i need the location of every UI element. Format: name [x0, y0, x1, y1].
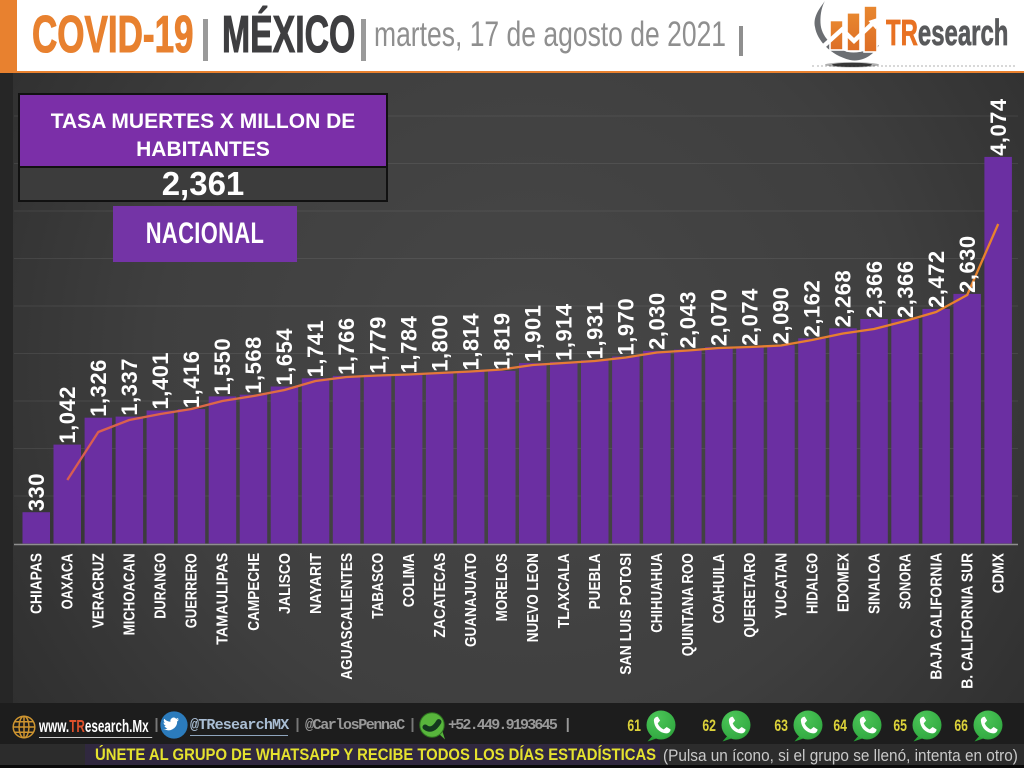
svg-text:2,043: 2,043: [676, 291, 701, 349]
svg-text:1,416: 1,416: [179, 351, 204, 409]
svg-text:TLAXCALA: TLAXCALA: [556, 553, 573, 628]
svg-text:1,568: 1,568: [241, 336, 266, 394]
svg-text:CDMX: CDMX: [991, 553, 1008, 594]
svg-text:1,931: 1,931: [583, 302, 608, 360]
svg-text:JALISCO: JALISCO: [277, 553, 294, 614]
svg-text:MORELOS: MORELOS: [494, 553, 511, 621]
svg-text:1,042: 1,042: [55, 386, 80, 444]
svg-text:330: 330: [24, 473, 49, 511]
svg-text:COLIMA: COLIMA: [401, 553, 418, 607]
svg-text:B. CALIFORNIA SUR: B. CALIFORNIA SUR: [960, 553, 977, 689]
svg-text:DURANGO: DURANGO: [153, 553, 170, 619]
svg-text:MICHOACAN: MICHOACAN: [122, 553, 139, 635]
svg-text:1,779: 1,779: [365, 316, 390, 374]
svg-text:QUINTANA ROO: QUINTANA ROO: [680, 553, 697, 656]
svg-text:HIDALGO: HIDALGO: [804, 553, 821, 614]
svg-text:2,030: 2,030: [645, 292, 670, 350]
svg-text:SONORA: SONORA: [897, 553, 914, 609]
svg-text:2,630: 2,630: [955, 235, 980, 293]
svg-text:4,074: 4,074: [986, 98, 1011, 156]
svg-text:TABASCO: TABASCO: [370, 553, 387, 619]
svg-text:1,550: 1,550: [210, 338, 235, 396]
svg-text:OAXACA: OAXACA: [60, 553, 77, 609]
svg-text:AGUASCALIENTES: AGUASCALIENTES: [339, 553, 356, 680]
svg-text:1,766: 1,766: [334, 317, 359, 375]
svg-text:1,337: 1,337: [117, 358, 142, 416]
svg-text:CAMPECHE: CAMPECHE: [246, 553, 263, 631]
svg-text:1,800: 1,800: [427, 314, 452, 372]
svg-text:CHIAPAS: CHIAPAS: [29, 553, 46, 614]
svg-text:TAMAULIPAS: TAMAULIPAS: [215, 553, 232, 645]
svg-text:1,901: 1,901: [520, 305, 545, 363]
svg-text:1,654: 1,654: [272, 328, 297, 386]
svg-text:ZACATECAS: ZACATECAS: [432, 553, 449, 638]
svg-text:GUANAJUATO: GUANAJUATO: [463, 553, 480, 647]
svg-text:1,814: 1,814: [458, 313, 483, 371]
svg-text:2,472: 2,472: [924, 250, 949, 308]
svg-text:PUEBLA: PUEBLA: [587, 553, 604, 609]
svg-text:YUCATAN: YUCATAN: [773, 553, 790, 619]
svg-text:1,784: 1,784: [396, 315, 421, 373]
svg-text:COAHUILA: COAHUILA: [711, 553, 728, 623]
svg-text:2,366: 2,366: [893, 260, 918, 318]
svg-text:2,074: 2,074: [738, 288, 763, 346]
svg-text:1,326: 1,326: [86, 359, 111, 417]
svg-text:QUERETARO: QUERETARO: [742, 553, 759, 638]
svg-text:NUEVO LEON: NUEVO LEON: [525, 553, 542, 642]
svg-text:1,819: 1,819: [489, 312, 514, 370]
svg-text:SINALOA: SINALOA: [866, 553, 883, 614]
svg-text:2,070: 2,070: [707, 289, 732, 347]
svg-text:2,366: 2,366: [862, 260, 887, 318]
svg-text:2,162: 2,162: [800, 280, 825, 338]
svg-text:CHIHUAHUA: CHIHUAHUA: [649, 553, 666, 633]
svg-text:BAJA CALIFORNIA: BAJA CALIFORNIA: [928, 553, 945, 680]
svg-text:VERACRUZ: VERACRUZ: [91, 553, 108, 628]
svg-text:SAN LUIS POTOSI: SAN LUIS POTOSI: [618, 553, 635, 675]
svg-text:1,741: 1,741: [303, 320, 328, 378]
svg-text:1,914: 1,914: [552, 303, 577, 361]
svg-text:EDOMEX: EDOMEX: [835, 552, 852, 612]
svg-text:GUERRERO: GUERRERO: [184, 553, 201, 628]
svg-text:2,268: 2,268: [831, 270, 856, 328]
svg-text:1,401: 1,401: [148, 352, 173, 410]
svg-text:2,090: 2,090: [769, 287, 794, 345]
svg-text:NAYARIT: NAYARIT: [308, 553, 325, 614]
svg-text:1,970: 1,970: [614, 298, 639, 356]
